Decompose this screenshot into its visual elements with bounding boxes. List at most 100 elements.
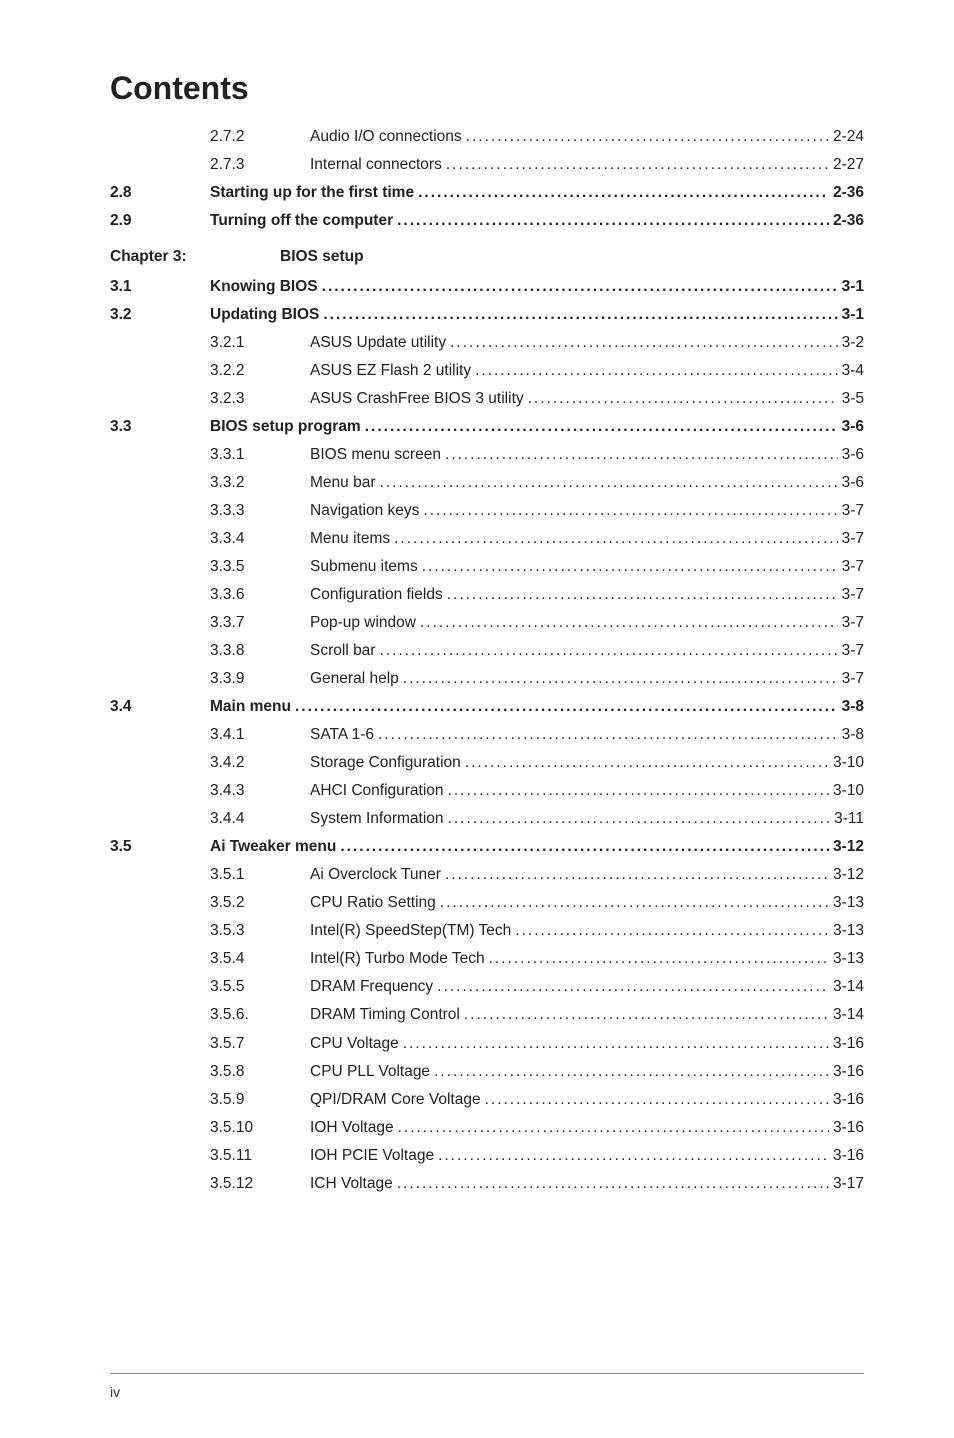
page-title: Contents — [110, 70, 864, 107]
toc-label: Submenu items — [310, 555, 418, 579]
toc-subsection: 3.5.10IOH Voltage3-16 — [110, 1116, 864, 1140]
toc-label: BIOS menu screen — [310, 443, 441, 467]
toc-leader — [447, 583, 838, 607]
toc-label: Menu items — [310, 527, 390, 551]
toc-subsection: 3.5.4Intel(R) Turbo Mode Tech3-13 — [110, 947, 864, 971]
toc-leader — [397, 1172, 829, 1196]
toc-chapter: Chapter 3:BIOS setup — [110, 245, 864, 269]
toc-page: 3-6 — [842, 415, 864, 439]
toc-page: 2-24 — [833, 125, 864, 149]
toc-subsection: 3.4.2Storage Configuration3-10 — [110, 751, 864, 775]
toc-page: 3-2 — [842, 331, 864, 355]
toc-page: 3-8 — [842, 723, 864, 747]
toc-label: Navigation keys — [310, 499, 419, 523]
toc-page: 3-16 — [833, 1032, 864, 1056]
toc-subsection: 3.5.7CPU Voltage 3-16 — [110, 1032, 864, 1056]
toc-label: CPU Voltage — [310, 1032, 399, 1056]
toc-number: 3.5.7 — [210, 1032, 310, 1056]
toc-label: ICH Voltage — [310, 1172, 393, 1196]
toc-label: ASUS Update utility — [310, 331, 446, 355]
toc-section: 2.8Starting up for the first time2-36 — [110, 181, 864, 205]
toc-number: 3.5.9 — [210, 1088, 310, 1112]
toc-leader — [323, 303, 837, 327]
toc-number: 3.1 — [110, 275, 210, 299]
toc-subsection: 3.2.3ASUS CrashFree BIOS 3 utility3-5 — [110, 387, 864, 411]
toc-number: 3.5 — [110, 835, 210, 859]
toc-subsection: 3.4.4System Information3-11 — [110, 807, 864, 831]
toc-number: 3.2.1 — [210, 331, 310, 355]
toc-section: 2.9Turning off the computer2-36 — [110, 209, 864, 233]
toc-label: Main menu — [210, 695, 291, 719]
toc-number: 3.3.6 — [210, 583, 310, 607]
page: Contents 2.7.2Audio I/O connections2-242… — [0, 0, 954, 1438]
toc-page: 3-10 — [833, 751, 864, 775]
toc-subsection: 3.2.1ASUS Update utility 3-2 — [110, 331, 864, 355]
toc-subsection: 3.3.8Scroll bar3-7 — [110, 639, 864, 663]
toc-leader — [403, 667, 838, 691]
toc-page: 3-5 — [842, 387, 864, 411]
toc-leader — [485, 1088, 829, 1112]
toc-subsection: 3.3.4Menu items3-7 — [110, 527, 864, 551]
toc-number: 2.8 — [110, 181, 210, 205]
toc-label: Ai Tweaker menu — [210, 835, 336, 859]
toc-page: 3-10 — [833, 779, 864, 803]
toc-page: 3-16 — [833, 1088, 864, 1112]
toc-subsection: 3.3.6Configuration fields3-7 — [110, 583, 864, 607]
toc-label: CPU Ratio Setting — [310, 891, 436, 915]
toc-number: 3.5.1 — [210, 863, 310, 887]
toc-section: 3.5Ai Tweaker menu3-12 — [110, 835, 864, 859]
toc-leader — [448, 779, 829, 803]
toc-label: Storage Configuration — [310, 751, 461, 775]
toc-number: 3.5.12 — [210, 1172, 310, 1196]
toc-page: 3-7 — [842, 639, 864, 663]
toc-page: 3-7 — [842, 527, 864, 551]
toc-page: 3-4 — [842, 359, 864, 383]
toc-leader — [379, 471, 837, 495]
toc-leader — [340, 835, 829, 859]
toc-subsection: 3.5.11IOH PCIE Voltage3-16 — [110, 1144, 864, 1168]
toc-page: 3-7 — [842, 555, 864, 579]
toc-section: 3.2Updating BIOS3-1 — [110, 303, 864, 327]
toc-number: 3.3.9 — [210, 667, 310, 691]
toc-page: 3-12 — [833, 863, 864, 887]
toc-label: AHCI Configuration — [310, 779, 444, 803]
toc-label: Turning off the computer — [210, 209, 393, 233]
toc-page: 3-16 — [833, 1144, 864, 1168]
toc-subsection: 3.3.1BIOS menu screen3-6 — [110, 443, 864, 467]
toc-page: 3-16 — [833, 1060, 864, 1084]
toc-page: 3-7 — [842, 611, 864, 635]
toc-page: 3-7 — [842, 499, 864, 523]
toc-label: BIOS setup program — [210, 415, 361, 439]
toc-number: 3.5.3 — [210, 919, 310, 943]
toc-leader — [379, 639, 837, 663]
toc-number: 3.3.2 — [210, 471, 310, 495]
toc-page: 3-8 — [842, 695, 864, 719]
toc-number: 3.2.2 — [210, 359, 310, 383]
toc-leader — [489, 947, 829, 971]
toc-leader — [365, 415, 838, 439]
toc-label: Scroll bar — [310, 639, 375, 663]
toc-subsection: 2.7.2Audio I/O connections2-24 — [110, 125, 864, 149]
toc-page: 3-16 — [833, 1116, 864, 1140]
toc-leader — [438, 1144, 829, 1168]
toc-number: 3.3.7 — [210, 611, 310, 635]
toc-leader — [448, 807, 831, 831]
toc-leader — [434, 1060, 829, 1084]
toc-number: 3.3 — [110, 415, 210, 439]
toc-number: 3.5.2 — [210, 891, 310, 915]
toc-page: 3-14 — [833, 975, 864, 999]
toc-leader — [403, 1032, 829, 1056]
toc-number: 3.4.3 — [210, 779, 310, 803]
toc-page: 3-14 — [833, 1003, 864, 1027]
toc-leader — [295, 695, 838, 719]
toc-number: 3.2 — [110, 303, 210, 327]
toc-label: Intel(R) Turbo Mode Tech — [310, 947, 485, 971]
toc-label: IOH PCIE Voltage — [310, 1144, 434, 1168]
toc-leader — [418, 181, 829, 205]
toc-page: 2-27 — [833, 153, 864, 177]
toc-page: 3-1 — [842, 275, 864, 299]
toc-subsection: 3.5.2CPU Ratio Setting3-13 — [110, 891, 864, 915]
toc-page: 2-36 — [833, 181, 864, 205]
toc-number: 3.4 — [110, 695, 210, 719]
footer-page-number: iv — [110, 1384, 120, 1400]
